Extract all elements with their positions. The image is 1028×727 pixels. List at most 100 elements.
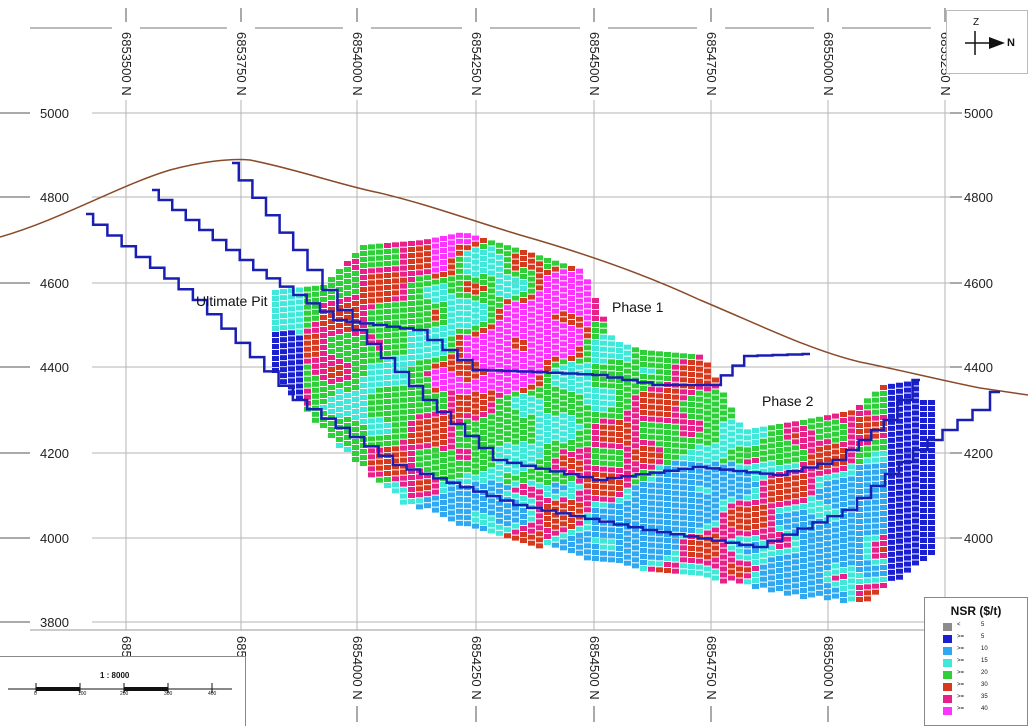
nsr-block (816, 554, 823, 560)
nsr-block (512, 511, 519, 517)
nsr-block (520, 406, 527, 411)
nsr-block (440, 446, 447, 451)
nsr-block (640, 428, 647, 433)
nsr-block (848, 500, 855, 506)
nsr-block (864, 446, 871, 452)
nsr-block (928, 508, 935, 513)
nsr-block (592, 298, 599, 303)
nsr-block (424, 497, 431, 503)
nsr-block (688, 432, 695, 437)
nsr-block (432, 327, 439, 333)
nsr-block (368, 286, 375, 292)
nsr-block (320, 387, 327, 392)
nsr-block (416, 426, 423, 432)
nsr-block (360, 347, 367, 352)
nsr-block (528, 264, 535, 270)
nsr-block (888, 425, 895, 431)
nsr-block (360, 389, 367, 394)
nsr-block (392, 302, 399, 308)
nsr-block (448, 288, 455, 294)
nsr-block (704, 374, 711, 380)
nsr-block (536, 519, 543, 525)
nsr-block (792, 517, 799, 523)
nsr-block (512, 361, 519, 367)
nsr-block (712, 521, 719, 527)
nsr-block (608, 401, 615, 407)
nsr-block (328, 385, 335, 390)
nsr-block (712, 563, 719, 569)
nsr-block (440, 242, 447, 247)
nsr-block (688, 390, 695, 395)
nsr-block (400, 259, 407, 265)
nsr-block (776, 484, 783, 489)
nsr-block (816, 578, 823, 584)
nsr-block (584, 351, 591, 357)
nsr-block (624, 398, 631, 404)
nsr-block (600, 430, 607, 436)
nsr-block (600, 526, 607, 532)
nsr-block (368, 454, 375, 460)
nsr-block (728, 503, 735, 509)
nsr-block (304, 364, 311, 370)
nsr-block (808, 472, 815, 478)
nsr-block (632, 371, 639, 377)
nsr-block (392, 446, 399, 452)
nsr-block (400, 319, 407, 325)
nsr-block (704, 386, 711, 392)
nsr-block (728, 563, 735, 569)
nsr-block (552, 416, 559, 422)
nsr-block (512, 253, 519, 259)
nsr-block (400, 403, 407, 409)
nsr-block (800, 432, 807, 437)
nsr-block (912, 404, 919, 410)
nsr-block (496, 446, 503, 452)
nsr-block (560, 377, 567, 383)
nsr-block (392, 242, 399, 248)
nsr-block (560, 341, 567, 347)
nsr-block (480, 346, 487, 351)
nsr-block (640, 548, 647, 553)
nsr-block (704, 440, 711, 446)
nsr-block (728, 533, 735, 539)
nsr-block (408, 271, 415, 276)
nsr-block (368, 298, 375, 304)
nsr-block (568, 398, 575, 403)
nsr-block (680, 419, 687, 425)
nsr-block (584, 531, 591, 537)
nsr-block (608, 467, 615, 473)
nsr-block (544, 390, 551, 395)
nsr-block (680, 395, 687, 401)
nsr-block (432, 291, 439, 297)
nsr-block (704, 446, 711, 452)
nsr-block (432, 471, 439, 477)
nsr-block (600, 418, 607, 424)
nsr-block (688, 570, 695, 575)
nsr-block (440, 272, 447, 277)
nsr-block (712, 479, 719, 485)
nsr-block (328, 355, 335, 360)
nsr-block (352, 265, 359, 270)
nsr-block (544, 342, 551, 347)
nsr-block (528, 486, 535, 492)
nsr-block (624, 458, 631, 464)
nsr-block (360, 281, 367, 286)
nsr-block (552, 326, 559, 332)
nsr-block (640, 506, 647, 511)
nsr-block (824, 595, 831, 601)
nsr-block (296, 395, 303, 401)
nsr-block (552, 494, 559, 500)
nsr-block (560, 287, 567, 293)
nsr-block (728, 485, 735, 491)
nsr-block (400, 385, 407, 391)
nsr-block (888, 383, 895, 389)
nsr-block (688, 522, 695, 527)
nsr-block (896, 436, 903, 442)
nsr-block (608, 419, 615, 425)
nsr-block (600, 370, 607, 376)
nsr-block (800, 486, 807, 491)
nsr-block (360, 419, 367, 424)
nsr-block (928, 472, 935, 477)
nsr-block (528, 426, 535, 432)
nsr-block (656, 537, 663, 543)
nsr-block (552, 440, 559, 446)
